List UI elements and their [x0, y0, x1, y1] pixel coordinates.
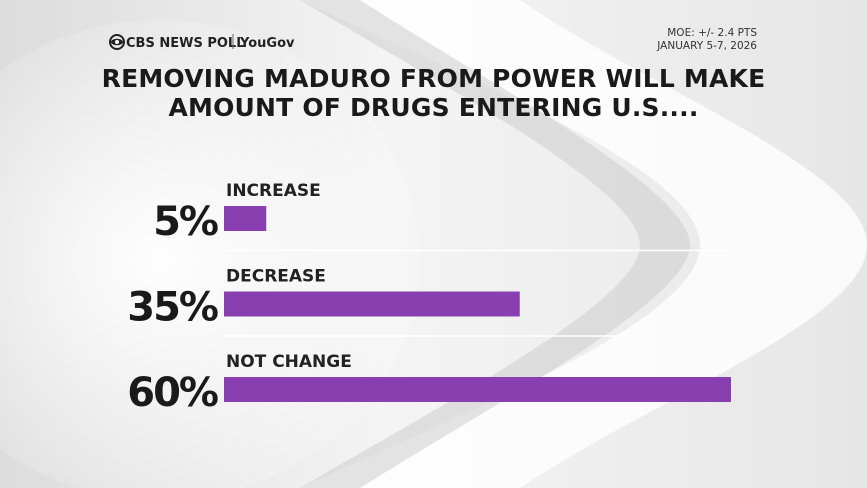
note: JANUARY 5-7, 2026 [656, 40, 757, 52]
category-label: NOT CHANGE [226, 352, 352, 372]
partner: YouGov [239, 36, 295, 51]
note: MOE: +/- 2.4 PTS [667, 27, 757, 39]
category-label: DECREASE [226, 267, 326, 287]
value-label: 60% [127, 370, 218, 416]
background-swoosh [300, 0, 867, 488]
bar [224, 377, 731, 402]
value-label: 5% [153, 199, 218, 245]
category-label: INCREASE [226, 181, 321, 201]
background-glow [0, 20, 420, 488]
cbs-logo [109, 34, 125, 50]
bar [224, 206, 267, 231]
brand: CBS NEWS POLL [126, 36, 244, 51]
value-label: 35% [127, 285, 218, 331]
bar [224, 291, 520, 317]
chart-title: REMOVING MADURO FROM POWER WILL MAKE AMO… [101, 64, 766, 122]
